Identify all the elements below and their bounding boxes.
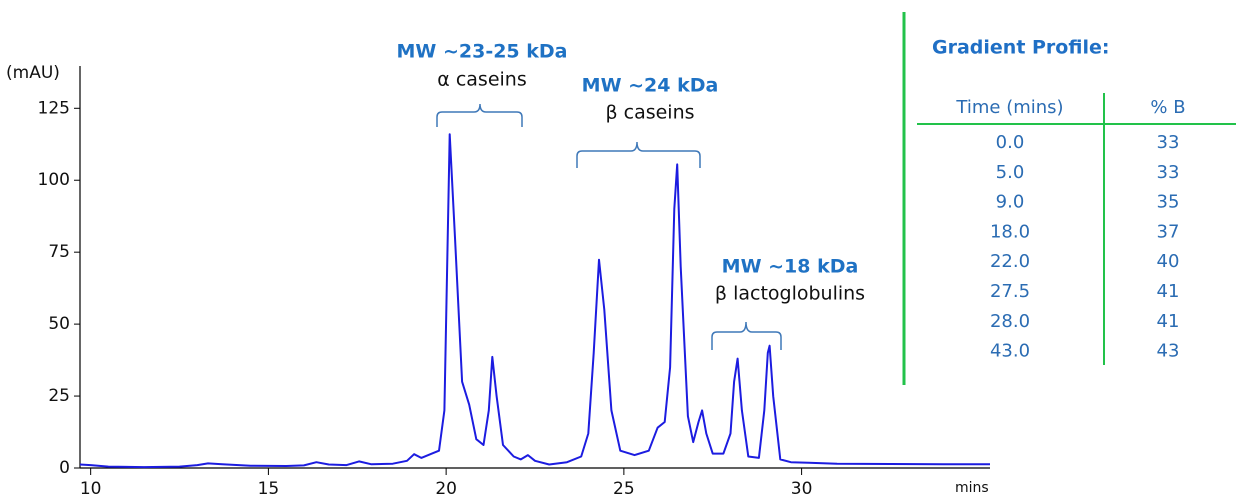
table-cell: 18.0 bbox=[990, 221, 1030, 242]
y-tick-label: 75 bbox=[48, 242, 70, 262]
table-cell: 0.0 bbox=[996, 132, 1025, 153]
annotation-text: β caseins bbox=[605, 102, 694, 124]
y-tick-label: 25 bbox=[48, 386, 70, 406]
table-cell: 35 bbox=[1157, 192, 1180, 213]
table-cell: 43.0 bbox=[990, 341, 1030, 362]
table-cell: 5.0 bbox=[996, 162, 1025, 183]
table-cell: 33 bbox=[1157, 132, 1180, 153]
bracket bbox=[711, 321, 782, 350]
table-header: % B bbox=[1150, 97, 1185, 118]
x-tick-label: 30 bbox=[791, 479, 813, 498]
bracket bbox=[436, 103, 523, 127]
y-tick-label: 125 bbox=[38, 98, 70, 118]
x-tick-label: 20 bbox=[435, 479, 457, 498]
x-tick-label: 25 bbox=[613, 479, 635, 498]
table-cell: 37 bbox=[1157, 221, 1180, 242]
x-tick-label: 15 bbox=[258, 479, 280, 498]
table-cell: 22.0 bbox=[990, 251, 1030, 272]
bracket bbox=[576, 141, 701, 168]
table-cell: 41 bbox=[1157, 311, 1180, 332]
y-tick-label: 0 bbox=[59, 458, 70, 478]
inset-title: Gradient Profile: bbox=[932, 37, 1109, 59]
table-cell: 27.5 bbox=[990, 281, 1030, 302]
trace bbox=[79, 133, 990, 469]
annotation-title: MW ~24 kDa bbox=[582, 75, 719, 97]
y-tick-label: 50 bbox=[48, 314, 70, 334]
table-cell: 41 bbox=[1157, 281, 1180, 302]
table-cell: 33 bbox=[1157, 162, 1180, 183]
annotation-title: MW ~18 kDa bbox=[722, 256, 859, 278]
table-cell: 28.0 bbox=[990, 311, 1030, 332]
table-cell: 43 bbox=[1157, 341, 1180, 362]
annotation-text: β lactoglobulins bbox=[715, 283, 865, 305]
table-cell: 9.0 bbox=[996, 192, 1025, 213]
table-cell: 40 bbox=[1157, 251, 1180, 272]
x-tick-label: 10 bbox=[80, 479, 102, 498]
x-axis-label: mins bbox=[955, 480, 989, 496]
annotation-title: MW ~23-25 kDa bbox=[396, 41, 567, 63]
y-tick-label: 100 bbox=[38, 170, 70, 190]
y-axis-label: (mAU) bbox=[6, 63, 60, 83]
annotation-text: α caseins bbox=[437, 69, 526, 91]
inset-panel bbox=[904, 13, 1240, 384]
table-header: Time (mins) bbox=[955, 97, 1063, 118]
